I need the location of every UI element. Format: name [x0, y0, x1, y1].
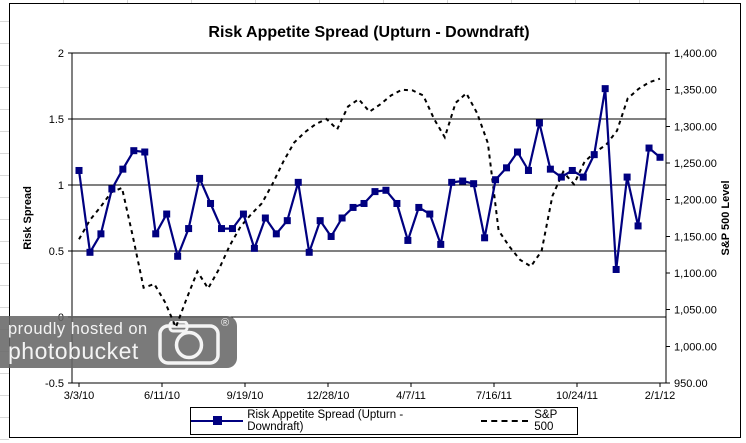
legend-risk-sample [191, 416, 243, 426]
photobucket-watermark: proudly hosted on photobucket ® [0, 316, 237, 368]
worksheet-gridline-hint-top [0, 0, 746, 3]
watermark-line2: photobucket [8, 338, 139, 364]
watermark-line1: proudly hosted on [8, 320, 148, 338]
legend: Risk Appetite Spread (Upturn - Downdraft… [190, 407, 578, 435]
legend-sp500-sample [480, 420, 529, 422]
legend-risk-label: Risk Appetite Spread (Upturn - Downdraft… [247, 409, 404, 433]
worksheet-gridline-hint-left [0, 0, 9, 443]
registered-trademark-symbol: ® [221, 317, 230, 329]
chart-frame [9, 3, 741, 438]
legend-risk-marker [213, 416, 222, 425]
camera-icon [158, 321, 220, 365]
legend-sp500-label: S&P 500 [534, 409, 558, 433]
